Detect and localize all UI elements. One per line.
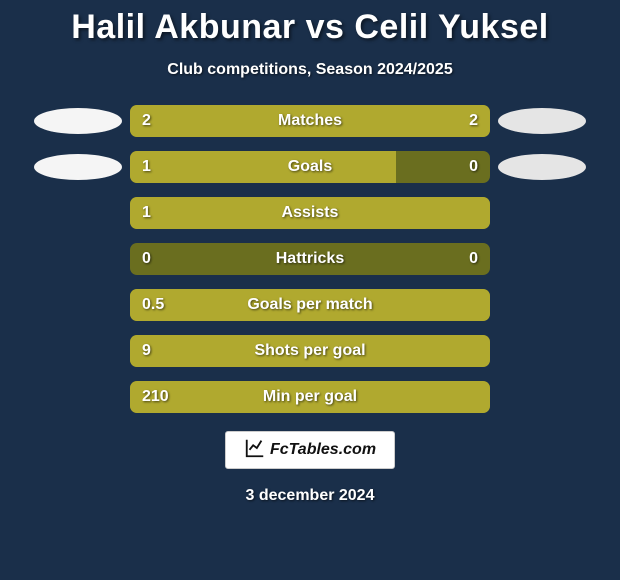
stat-value-right: 0 — [469, 158, 478, 176]
stat-bar: Goals10 — [130, 151, 490, 183]
stat-bar: Assists1 — [130, 197, 490, 229]
stat-bar: Goals per match0.5 — [130, 289, 490, 321]
stat-row: Shots per goal9 — [0, 335, 620, 367]
badge-right-slot — [490, 154, 594, 180]
stat-row: Assists1 — [0, 197, 620, 229]
page-title: Halil Akbunar vs Celil Yuksel — [0, 0, 620, 47]
stat-bar: Hattricks0 0 — [130, 243, 490, 275]
chart-icon — [244, 437, 266, 464]
bar-fill-left — [130, 381, 490, 413]
bar-fill-right — [310, 105, 490, 137]
team-badge-right — [498, 108, 586, 134]
badge-left-slot — [26, 154, 130, 180]
logo-box: FcTables.com — [225, 431, 395, 469]
footer-date: 3 december 2024 — [0, 487, 620, 505]
logo-text: FcTables.com — [270, 441, 376, 459]
team-badge-right — [498, 154, 586, 180]
stat-row: Hattricks0 0 — [0, 243, 620, 275]
subtitle: Club competitions, Season 2024/2025 — [0, 61, 620, 79]
stat-bar: Min per goal210 — [130, 381, 490, 413]
team-badge-left — [34, 154, 122, 180]
comparison-rows: Matches22Goals10Assists1Hattricks00Goals… — [0, 105, 620, 413]
bar-fill-left — [130, 335, 490, 367]
bar-fill-left — [130, 289, 490, 321]
bar-fill-left — [130, 197, 490, 229]
stat-row: Goals per match0.5 — [0, 289, 620, 321]
stat-value-right: 0 — [469, 250, 478, 268]
stat-bar: Matches22 — [130, 105, 490, 137]
badge-left-slot — [26, 108, 130, 134]
stat-row: Goals10 — [0, 151, 620, 183]
bar-fill-left — [130, 151, 396, 183]
badge-right-slot — [490, 108, 594, 134]
bar-fill-left — [130, 105, 310, 137]
stat-label: Hattricks — [130, 250, 490, 268]
stat-value-left: 0 — [142, 250, 151, 268]
team-badge-left — [34, 108, 122, 134]
stat-row: Matches22 — [0, 105, 620, 137]
stat-row: Min per goal210 — [0, 381, 620, 413]
stat-bar: Shots per goal9 — [130, 335, 490, 367]
